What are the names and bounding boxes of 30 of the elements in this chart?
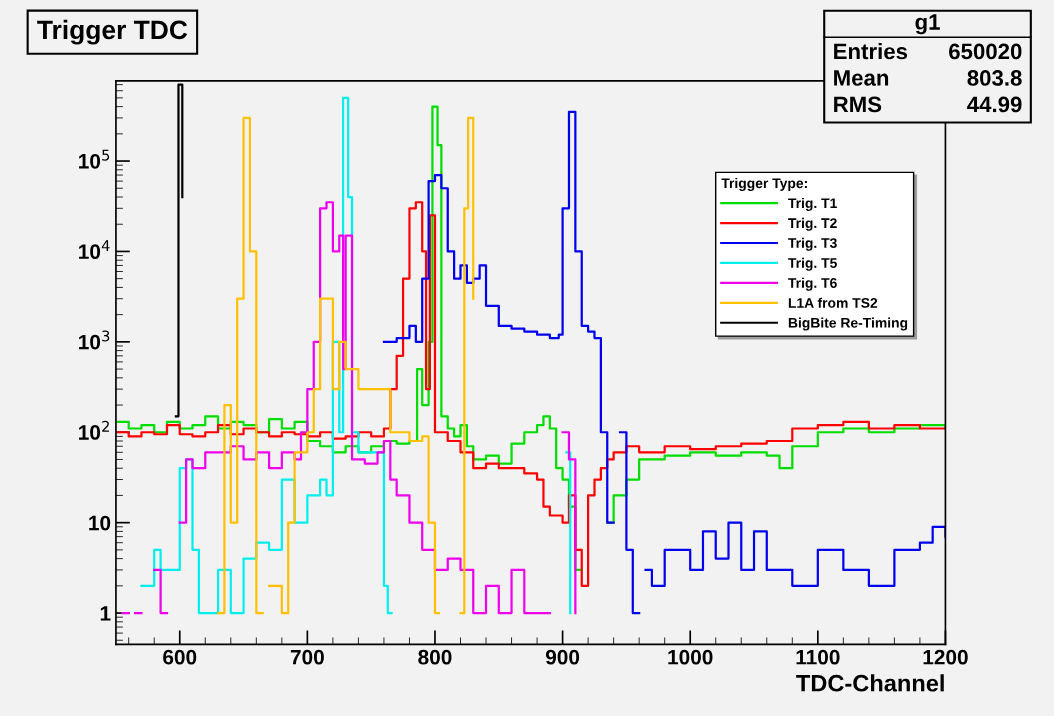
text: 44.99 <box>967 96 1022 113</box>
legend-label: L1A from TS2 <box>788 297 878 308</box>
annotation: Mean <box>834 70 889 86</box>
legend-label: Trig. T5 <box>788 257 837 271</box>
x-tick-label: 1100 <box>796 649 840 665</box>
text: Entries <box>834 42 908 60</box>
y-tick-label: 10 <box>89 515 111 531</box>
y-tick-label: 10$^{4}$ <box>79 240 110 260</box>
y-tick-label: 10$^{5}$ <box>79 149 110 169</box>
text: g1 <box>915 14 940 35</box>
legend-label: Trig. T1 <box>788 197 837 211</box>
y-tick-label: 1 <box>100 606 111 621</box>
text: 803.8 <box>967 70 1022 86</box>
annotation: RMS <box>834 96 882 113</box>
x-tick-label: 800 <box>418 649 452 665</box>
x-tick-label: 1000 <box>668 649 713 665</box>
chart-title: Trigger TDC <box>37 19 188 45</box>
y-tick-label: 10$^{3}$ <box>79 330 110 350</box>
x-tick-label: 900 <box>545 649 580 665</box>
legend-label: Trig. T2 <box>788 217 837 231</box>
legend-label: Trig. T3 <box>788 237 837 251</box>
x-tick-label: 700 <box>290 649 324 665</box>
legend-label: BigBite Re-Timing <box>788 317 908 331</box>
legend-label: Trig. T6 <box>788 277 837 291</box>
legend-title: Trigger Type: <box>721 177 807 191</box>
text: 650020 <box>949 43 1022 60</box>
x-tick-label: 1200 <box>923 649 968 665</box>
x-axis-title: TDC-Channel <box>796 674 944 692</box>
y-tick-label: 10$^{2}$ <box>79 420 109 440</box>
x-tick-label: 600 <box>163 649 197 665</box>
